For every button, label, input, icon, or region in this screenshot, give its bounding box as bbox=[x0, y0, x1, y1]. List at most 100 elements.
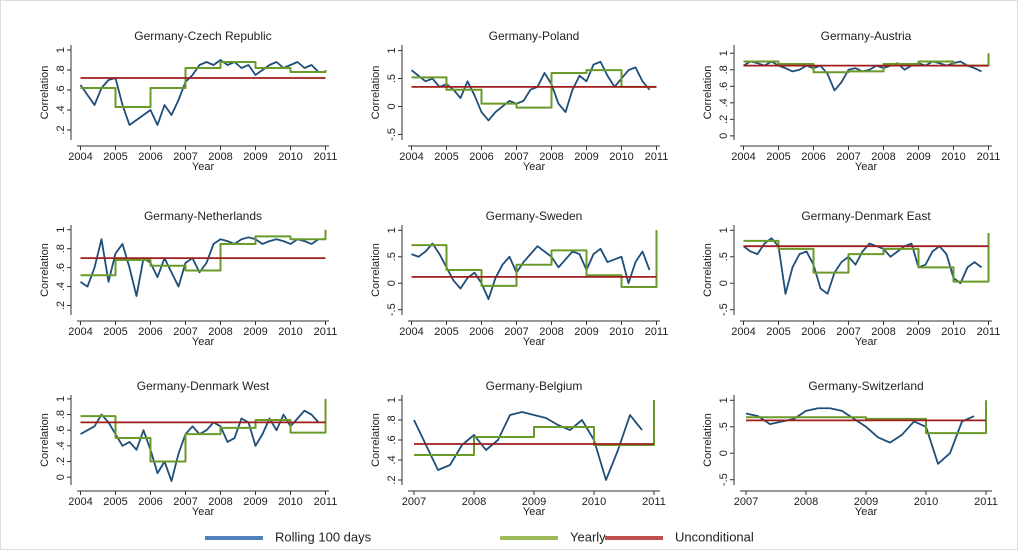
x-tick-label: 2004 bbox=[68, 151, 92, 163]
y-tick-label: 0 bbox=[55, 474, 67, 480]
series-line bbox=[79, 59, 320, 126]
x-tick-label: 2008 bbox=[208, 496, 232, 508]
x-axis-label: Year bbox=[855, 506, 878, 518]
x-tick-label: 2011 bbox=[314, 326, 338, 338]
x-tick-label: 2011 bbox=[642, 496, 666, 508]
y-axis-label: Correlation bbox=[370, 413, 382, 467]
y-tick-label: .2 bbox=[55, 301, 67, 310]
x-tick-label: 2007 bbox=[173, 496, 197, 508]
x-tick-label: 2008 bbox=[794, 496, 818, 508]
legend-label: Yearly bbox=[570, 529, 606, 544]
y-tick-label: 1 bbox=[718, 227, 730, 233]
y-tick-label: 1 bbox=[55, 227, 67, 233]
x-tick-label: 2011 bbox=[974, 496, 998, 508]
panel: Germany-Denmark West 0 .2 .4 .6 .8 1 2004 2005 20… bbox=[39, 379, 337, 518]
x-tick-label: 2011 bbox=[645, 326, 669, 338]
x-tick-label: 2009 bbox=[243, 496, 267, 508]
y-tick-label: 1 bbox=[718, 397, 730, 403]
x-tick-label: 2006 bbox=[469, 326, 493, 338]
x-tick-label: 2009 bbox=[243, 326, 267, 338]
x-tick-label: 2005 bbox=[103, 496, 127, 508]
y-tick-label: .2 bbox=[386, 475, 398, 484]
x-tick-label: 2009 bbox=[243, 151, 267, 163]
y-tick-label: -.5 bbox=[386, 303, 398, 316]
x-tick-label: 2011 bbox=[314, 496, 338, 508]
x-axis-label: Year bbox=[192, 506, 215, 518]
y-tick-label: .8 bbox=[55, 410, 67, 419]
yearly-line bbox=[80, 398, 327, 463]
panel: Germany-Sweden -.5 0 .5 1 2004 2005 2006 2007 200… bbox=[370, 209, 668, 348]
y-tick-label: .5 bbox=[718, 422, 730, 431]
x-tick-label: 2007 bbox=[504, 151, 528, 163]
y-axis-label: Correlation bbox=[702, 413, 714, 467]
x-tick-label: 2005 bbox=[434, 326, 458, 338]
series-line bbox=[413, 411, 643, 481]
y-axis-label: Correlation bbox=[370, 243, 382, 297]
x-tick-label: 2006 bbox=[138, 496, 162, 508]
y-tick-label: .6 bbox=[55, 85, 67, 94]
panel: Germany-Netherlands .2 .4 .6 .8 1 2004 2005 2006… bbox=[39, 209, 337, 348]
x-tick-label: 2010 bbox=[582, 496, 606, 508]
x-tick-label: 2010 bbox=[278, 151, 302, 163]
x-axis-label: Year bbox=[523, 336, 546, 348]
x-tick-label: 2008 bbox=[871, 326, 895, 338]
y-tick-label: .5 bbox=[386, 74, 398, 83]
x-axis-label: Year bbox=[855, 336, 878, 348]
yearly-line bbox=[414, 400, 655, 456]
x-tick-label: 2010 bbox=[609, 151, 633, 163]
x-tick-label: 2006 bbox=[138, 151, 162, 163]
y-tick-label: .2 bbox=[718, 115, 730, 124]
x-tick-label: 2006 bbox=[801, 326, 825, 338]
panel-title: Germany-Czech Republic bbox=[134, 29, 271, 43]
y-tick-label: .6 bbox=[55, 426, 67, 435]
x-tick-label: 2011 bbox=[977, 151, 1001, 163]
panel-title: Germany-Poland bbox=[489, 29, 580, 43]
x-tick-label: 2011 bbox=[977, 326, 1001, 338]
x-tick-label: 2004 bbox=[68, 326, 92, 338]
x-tick-label: 2008 bbox=[462, 496, 486, 508]
y-tick-label: 1 bbox=[55, 396, 67, 402]
x-tick-label: 2008 bbox=[871, 151, 895, 163]
y-tick-label: 0 bbox=[386, 103, 398, 109]
x-tick-label: 2009 bbox=[574, 151, 598, 163]
x-tick-label: 2006 bbox=[469, 151, 493, 163]
x-tick-label: 2004 bbox=[731, 151, 755, 163]
y-tick-label: .2 bbox=[55, 125, 67, 134]
yearly-line bbox=[80, 229, 327, 277]
x-tick-label: 2008 bbox=[208, 151, 232, 163]
y-tick-label: -.5 bbox=[718, 473, 730, 486]
y-tick-label: .4 bbox=[55, 441, 67, 450]
yearly-line bbox=[80, 61, 327, 108]
y-tick-label: .4 bbox=[55, 282, 67, 291]
x-tick-label: 2009 bbox=[574, 326, 598, 338]
y-tick-label: .4 bbox=[386, 455, 398, 464]
y-tick-label: .5 bbox=[386, 252, 398, 261]
x-tick-label: 2004 bbox=[399, 326, 423, 338]
panel-title: Germany-Denmark West bbox=[137, 379, 270, 393]
panel-title: Germany-Belgium bbox=[486, 379, 583, 393]
y-axis-label: Correlation bbox=[39, 413, 51, 467]
x-tick-label: 2009 bbox=[522, 496, 546, 508]
y-tick-label: 0 bbox=[718, 450, 730, 456]
x-axis-label: Year bbox=[192, 161, 215, 173]
x-tick-label: 2004 bbox=[68, 496, 92, 508]
legend-label: Rolling 100 days bbox=[275, 529, 372, 544]
x-tick-label: 2008 bbox=[539, 326, 563, 338]
x-tick-label: 2010 bbox=[278, 326, 302, 338]
panel-title: Germany-Switzerland bbox=[808, 379, 923, 393]
y-tick-label: .4 bbox=[55, 105, 67, 114]
x-tick-label: 2009 bbox=[854, 496, 878, 508]
x-tick-label: 2011 bbox=[314, 151, 338, 163]
x-tick-label: 2004 bbox=[399, 151, 423, 163]
y-tick-label: 0 bbox=[386, 280, 398, 286]
x-tick-label: 2010 bbox=[914, 496, 938, 508]
y-tick-label: .6 bbox=[718, 82, 730, 91]
x-axis-label: Year bbox=[192, 336, 215, 348]
y-tick-label: 1 bbox=[55, 47, 67, 53]
series-line bbox=[742, 237, 983, 295]
y-tick-label: -.5 bbox=[718, 303, 730, 316]
series-line bbox=[410, 60, 651, 122]
y-tick-label: 1 bbox=[386, 227, 398, 233]
x-tick-label: 2009 bbox=[906, 151, 930, 163]
